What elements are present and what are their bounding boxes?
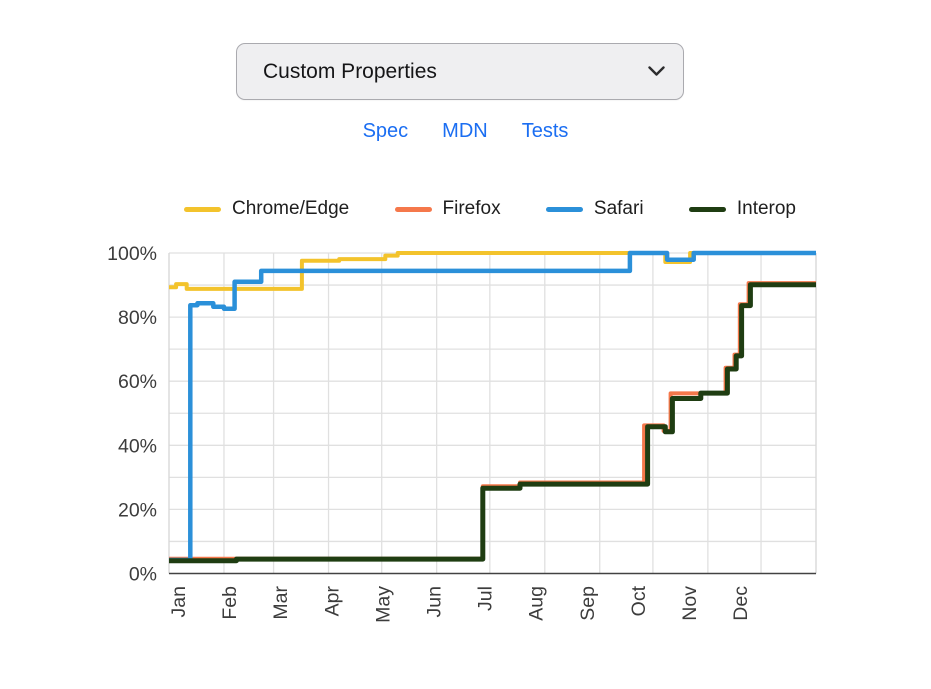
tests-link[interactable]: Tests xyxy=(521,120,569,142)
x-axis-month-label: Apr xyxy=(321,586,343,617)
series-chrome-edge xyxy=(169,251,817,291)
legend-item-safari: Safari xyxy=(545,198,644,220)
x-axis-month-label: Nov xyxy=(679,586,701,621)
legend-label: Chrome/Edge xyxy=(232,198,350,219)
x-axis-month-label: Oct xyxy=(628,585,650,616)
x-axis-month-label: Jun xyxy=(424,586,446,617)
y-axis-label: 0% xyxy=(129,564,157,586)
feature-select[interactable]: Custom Properties xyxy=(236,43,684,100)
y-axis-label: 40% xyxy=(118,435,157,457)
series-interop xyxy=(169,282,817,564)
feature-select-value: Custom Properties xyxy=(263,59,437,83)
x-axis-month-label: Dec xyxy=(730,586,752,621)
x-axis-month-label: Feb xyxy=(219,586,241,620)
firefox-line-swatch xyxy=(394,206,432,212)
x-axis-month-label: May xyxy=(372,586,394,623)
y-axis-label: 20% xyxy=(118,499,157,521)
legend-item-interop: Interop xyxy=(688,198,796,220)
x-axis-month-label: Aug xyxy=(526,586,548,621)
y-axis-label: 80% xyxy=(118,307,157,329)
legend-item-chrome-edge: Chrome/Edge xyxy=(184,198,349,220)
series-safari xyxy=(169,250,817,563)
legend-label: Interop xyxy=(736,198,796,219)
y-axis-label: 60% xyxy=(118,371,157,393)
chart-legend: Chrome/Edge Firefox Safari Interop xyxy=(184,198,796,220)
interop-line-swatch xyxy=(688,206,726,212)
links-row: Spec MDN Tests xyxy=(0,120,931,143)
x-axis-month-label: Jan xyxy=(168,586,190,617)
legend-label: Firefox xyxy=(442,198,501,219)
x-axis-month-label: Jul xyxy=(475,586,497,611)
spec-link[interactable]: Spec xyxy=(362,120,409,142)
safari-line-swatch xyxy=(545,206,583,212)
chart-area: 0% 20% 40% 60% 80% 100% Jan Feb Mar Apr May Jun Jul A… xyxy=(0,230,931,689)
mdn-link[interactable]: MDN xyxy=(442,120,488,142)
x-axis-month-label: Mar xyxy=(270,586,292,620)
x-axis-month-label: Sep xyxy=(577,586,599,621)
y-axis-label: 100% xyxy=(107,243,157,265)
legend-label: Safari xyxy=(593,198,644,219)
chevron-down-icon xyxy=(648,66,665,76)
chrome-edge-line-swatch xyxy=(184,206,221,212)
series-firefox xyxy=(169,281,817,561)
legend-item-firefox: Firefox xyxy=(394,198,501,220)
interop-progress-chart: 0% 20% 40% 60% 80% 100% Jan Feb Mar Apr May Jun Jul A… xyxy=(107,243,817,623)
